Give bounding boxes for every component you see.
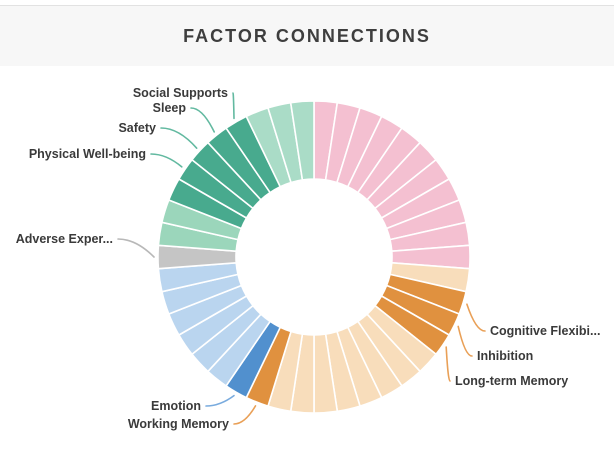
leader-line-working-memory: [233, 405, 257, 425]
donut-segment[interactable]: [289, 100, 315, 181]
leader-line-long-term-memory: [445, 346, 451, 382]
segment-label-safety: Safety: [118, 121, 156, 135]
donut-chart: Cognitive Flexibi... Inhibition Long-term …: [16, 86, 601, 431]
segment-label-working-memory: Working Memory: [128, 417, 229, 431]
segment-label-long-term-memory: Long-term Memory: [455, 374, 568, 388]
top-divider: [0, 5, 614, 6]
leader-line-physical-well-being: [150, 153, 183, 168]
segment-label-physical-well-being: Physical Well-being: [29, 147, 146, 161]
leader-line-safety: [160, 127, 198, 149]
page-title: FACTOR CONNECTIONS: [183, 25, 431, 46]
leader-line-social-supports: [232, 92, 235, 120]
segment-label-adverse-exper: Adverse Exper...: [16, 232, 113, 246]
segment-label-inhibition: Inhibition: [477, 349, 533, 363]
segment-label-social-supports: Social Supports: [133, 86, 228, 100]
segment-label-sleep: Sleep: [153, 101, 187, 115]
page-header: FACTOR CONNECTIONS: [0, 6, 614, 66]
leader-line-adverse-exper: [117, 238, 155, 258]
leader-line-sleep: [190, 107, 215, 133]
chart-area: Cognitive Flexibi... Inhibition Long-term …: [0, 66, 614, 455]
leader-line-cognitive-flexibi: [466, 303, 486, 332]
leader-line-inhibition: [457, 325, 473, 357]
top-strip: [0, 0, 614, 5]
segment-label-emotion: Emotion: [151, 399, 201, 413]
leader-line-emotion: [205, 394, 235, 407]
segment-label-cognitive-flexibi: Cognitive Flexibi...: [490, 324, 600, 338]
